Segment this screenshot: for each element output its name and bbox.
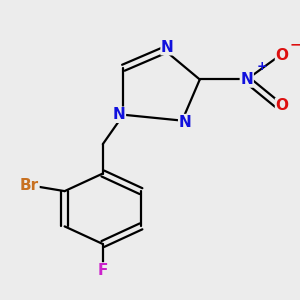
Text: N: N xyxy=(240,72,253,87)
Text: N: N xyxy=(179,115,191,130)
Text: N: N xyxy=(112,107,125,122)
Text: −: − xyxy=(290,37,300,51)
Text: N: N xyxy=(161,40,174,55)
Text: +: + xyxy=(256,60,267,73)
Text: F: F xyxy=(98,263,108,278)
Text: O: O xyxy=(275,98,289,113)
Text: Br: Br xyxy=(20,178,39,193)
Text: O: O xyxy=(275,49,289,64)
